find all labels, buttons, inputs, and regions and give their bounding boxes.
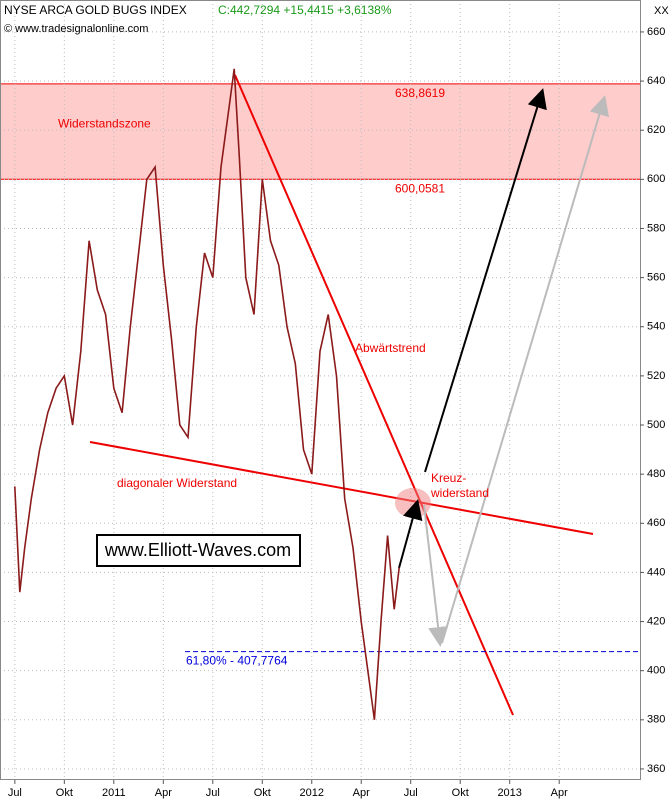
y-tick-label: 640	[647, 75, 665, 87]
cross-label: Kreuz-	[431, 471, 466, 485]
price-line	[14, 68, 400, 720]
chart-title: NYSE ARCA GOLD BUGS INDEX	[4, 3, 187, 17]
arrow	[424, 88, 547, 473]
quote: C:442,7294 +15,4415 +3,6138%	[218, 3, 392, 17]
x-tick-label: Okt	[254, 787, 271, 799]
zone-high-label: 638,8619	[395, 86, 445, 100]
zone-low-label: 600,0581	[395, 181, 445, 195]
y-tick-label: 380	[647, 714, 665, 726]
downtrend-label: Abwärtstrend	[355, 341, 426, 355]
x-tick-label: Jul	[404, 787, 418, 799]
x-tick-label: Okt	[452, 787, 469, 799]
x-tick-label: 2012	[300, 787, 324, 799]
y-tick-label: 500	[647, 419, 665, 431]
zone-label: Widerstandszone	[58, 117, 151, 131]
y-tick-label: 460	[647, 517, 665, 529]
resistance-zone	[0, 83, 640, 180]
fib-label: 61,80% - 407,7764	[186, 654, 288, 668]
y-tick-label: 620	[647, 124, 665, 136]
y-tick-label: 560	[647, 272, 665, 284]
x-tick-label: Apr	[353, 787, 370, 799]
x-tick-label: 2011	[102, 787, 126, 799]
watermark: www.Elliott-Waves.com	[104, 540, 291, 560]
y-tick-label: 520	[647, 370, 665, 382]
y-tick-label: 540	[647, 321, 665, 333]
y-tick-label: 420	[647, 615, 665, 627]
y-tick-label: 440	[647, 566, 665, 578]
y-tick-label: 400	[647, 665, 665, 677]
arrow	[441, 95, 610, 644]
diagonal-label: diagonaler Widerstand	[117, 476, 237, 490]
source: © www.tradesignalonline.com	[4, 23, 148, 35]
y-tick-label: 600	[647, 173, 665, 185]
plot-frame	[0, 0, 641, 780]
y-tick-label: 360	[647, 763, 665, 775]
arrow	[423, 504, 449, 647]
y-tick-label: 660	[647, 26, 665, 38]
x-tick-label: Okt	[56, 787, 73, 799]
x-tick-label: Apr	[551, 787, 568, 799]
y-tick-label: 580	[647, 222, 665, 234]
cross-label: widerstand	[430, 486, 489, 500]
y-tick-label: 480	[647, 468, 665, 480]
downtrend-line	[234, 74, 514, 716]
diagonal-line	[89, 441, 594, 535]
x-tick-label: Jul	[206, 787, 220, 799]
x-tick-label: Apr	[155, 787, 172, 799]
arrow	[398, 499, 423, 569]
watermark-box	[96, 534, 301, 567]
x-tick-label: Jul	[8, 787, 22, 799]
corner-label: XX	[654, 5, 669, 17]
x-tick-label: 2013	[497, 787, 521, 799]
